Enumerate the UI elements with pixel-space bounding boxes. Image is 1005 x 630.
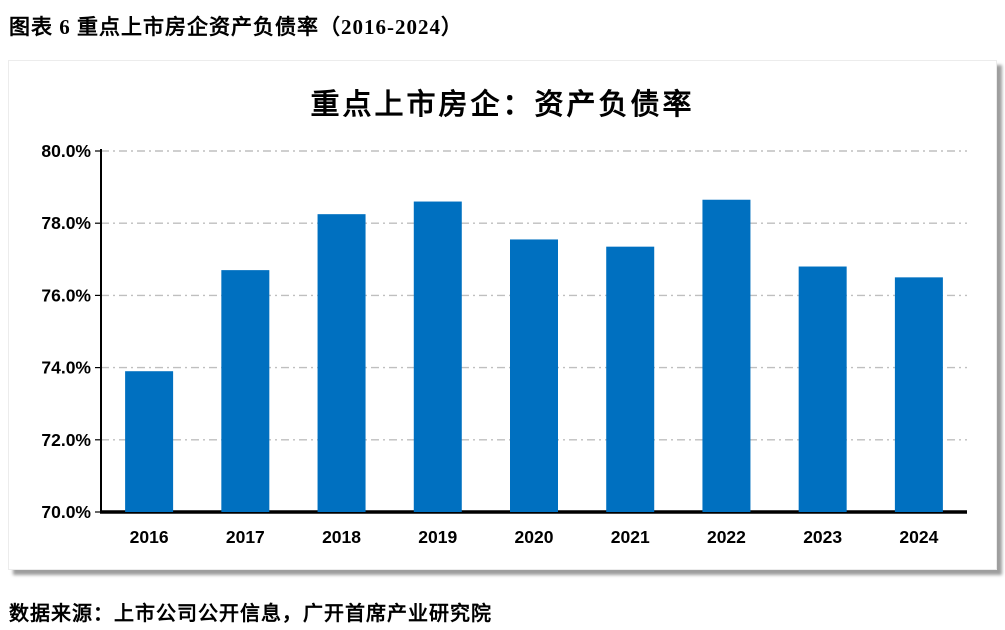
figure-caption: 图表 6 重点上市房企资产负债率（2016-2024） (9, 15, 463, 39)
bar-2018 (317, 214, 366, 513)
x-tick-label: 2018 (322, 527, 361, 547)
y-tick-label: 80.0% (41, 141, 91, 161)
x-tick-label: 2017 (226, 527, 265, 547)
bar-2019 (413, 201, 462, 513)
x-tick-label: 2019 (418, 527, 457, 547)
data-source-note: 数据来源：上市公司公开信息，广开首席产业研究院 (9, 603, 492, 625)
y-tick-label: 76.0% (41, 285, 91, 305)
x-tick-label: 2022 (707, 527, 746, 547)
bar-2022 (702, 199, 751, 513)
chart-plot-area: 70.0% 72.0% 74.0% 76.0% 78.0% 80.0% 2016 2017 20… (41, 141, 967, 547)
x-tick-label: 2016 (130, 527, 169, 547)
y-tick-label: 74.0% (41, 358, 91, 378)
y-tick-label: 70.0% (41, 502, 91, 522)
bar-2024 (894, 277, 943, 512)
x-tick-label: 2023 (803, 527, 842, 547)
y-tick-label: 72.0% (41, 430, 91, 450)
y-tick-label: 78.0% (41, 213, 91, 233)
bar-2017 (221, 270, 270, 512)
x-tick-label: 2024 (899, 527, 938, 547)
bar-2020 (510, 239, 558, 512)
bar-2021 (606, 246, 655, 513)
x-tick-label: 2020 (515, 527, 554, 547)
bar-2016 (125, 371, 174, 512)
chart-title: 重点上市房企：资产负债率 (310, 89, 695, 121)
chart-container: 70.0% 72.0% 74.0% 76.0% 78.0% 80.0% 2016 2017 20… (8, 60, 997, 570)
bar-2023 (798, 266, 847, 512)
x-tick-label: 2021 (611, 527, 650, 547)
